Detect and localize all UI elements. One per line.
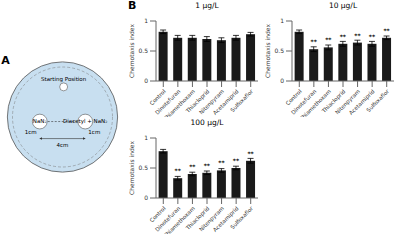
svg-text:Control: Control (148, 88, 167, 107)
svg-text:Sulfoxaflor: Sulfoxaflor (229, 88, 255, 114)
svg-text:**: ** (175, 167, 182, 174)
svg-text:Starting Position: Starting Position (41, 76, 87, 83)
svg-text:Sulfoxaflor: Sulfoxaflor (365, 88, 391, 114)
svg-text:**: ** (247, 150, 254, 157)
svg-text:**: ** (340, 33, 347, 40)
svg-text:A: A (8, 54, 10, 67)
html-text:100 μg/L: 100 μg/L (190, 118, 224, 127)
svg-text:Sulfoxaflor: Sulfoxaflor (229, 205, 255, 231)
svg-text:Dinotefuran: Dinotefuran (154, 88, 182, 116)
html-text:B: B (128, 0, 137, 12)
svg-text:0.5: 0.5 (274, 47, 284, 54)
svg-text:0: 0 (280, 77, 284, 84)
html-text:1 μg/L: 1 μg/L (195, 1, 219, 10)
svg-text:**: ** (383, 27, 390, 34)
svg-text:Control: Control (284, 88, 303, 107)
svg-text:Dinotefuran: Dinotefuran (290, 88, 318, 116)
html-text:10 μg/L: 10 μg/L (328, 1, 358, 10)
svg-text:1cm: 1cm (25, 129, 37, 135)
svg-text:Nitenpyram: Nitenpyram (197, 205, 225, 233)
svg-text:**: ** (189, 163, 196, 170)
svg-text:**: ** (369, 33, 376, 40)
svg-text:Chemotaxis index: Chemotaxis index (128, 141, 135, 195)
svg-text:**: ** (354, 32, 361, 39)
svg-text:**: ** (311, 38, 318, 45)
svg-text:Acetamiprid: Acetamiprid (211, 205, 240, 233)
svg-text:0: 0 (144, 194, 148, 201)
svg-text:NaN₂: NaN₂ (33, 118, 47, 124)
svg-text:Chemotaxis index: Chemotaxis index (128, 24, 135, 78)
svg-text:0: 0 (144, 77, 148, 84)
svg-text:1cm: 1cm (88, 129, 100, 135)
svg-text:0.5: 0.5 (138, 47, 148, 54)
svg-text:Acetamiprid: Acetamiprid (211, 88, 240, 116)
svg-text:**: ** (204, 162, 211, 169)
svg-text:Thiacloprid: Thiacloprid (184, 88, 211, 114)
svg-text:**: ** (233, 157, 240, 164)
svg-text:Dinotefuran: Dinotefuran (154, 205, 182, 233)
svg-text:1: 1 (144, 134, 148, 141)
svg-text:**: ** (325, 36, 332, 43)
svg-text:0.5: 0.5 (138, 164, 148, 171)
svg-text:Chemotaxis index: Chemotaxis index (264, 24, 271, 78)
svg-text:Thiacloprid: Thiacloprid (320, 88, 347, 114)
svg-text:Control: Control (148, 205, 167, 224)
svg-text:1: 1 (144, 17, 148, 24)
svg-text:**: ** (218, 159, 225, 166)
svg-text:Nitenpyram: Nitenpyram (197, 88, 225, 116)
svg-text:1: 1 (280, 17, 284, 24)
svg-text:Thiacloprid: Thiacloprid (184, 205, 211, 231)
svg-text:Nitenpyram: Nitenpyram (333, 88, 361, 116)
svg-text:Diacetyl + NaN₂: Diacetyl + NaN₂ (63, 118, 108, 125)
svg-text:4cm: 4cm (57, 142, 69, 148)
svg-text:Acetamiprid: Acetamiprid (347, 88, 376, 116)
